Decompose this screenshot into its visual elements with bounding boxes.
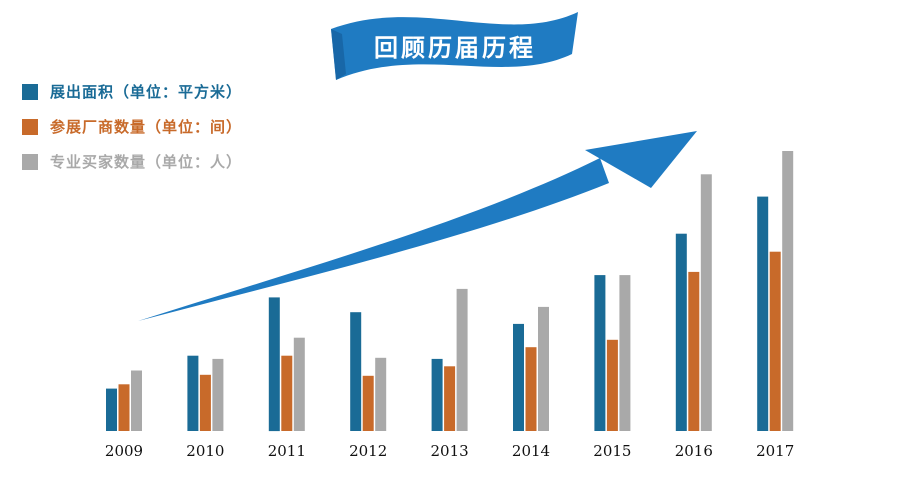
x-tick-label-2016: 2016: [675, 442, 713, 460]
legend-item-area: 展出面积（单位：平方米）: [22, 74, 242, 109]
bar-vendors-2013: [444, 366, 456, 431]
legend-label-buyers: 专业买家数量（单位：人）: [50, 153, 243, 171]
bars: [106, 151, 794, 432]
x-axis-tick-labels: 2009 2010 2011 2012 2013 2014 2015 2016 2017: [105, 442, 794, 460]
bar-vendors-2010: [199, 374, 211, 431]
bar-area-2009: [106, 388, 117, 431]
trend-arrow: [138, 131, 697, 321]
bar-vendors-2012: [362, 375, 374, 431]
bar-area-2017: [757, 196, 769, 431]
x-tick-label-2011: 2011: [268, 442, 306, 460]
bar-buyers-2014: [538, 306, 549, 431]
bar-area-2016: [675, 233, 687, 431]
bar-vendors-2009: [118, 384, 130, 431]
bar-vendors-2016: [688, 271, 700, 431]
bar-area-2014: [513, 323, 524, 431]
x-tick-label-2009: 2009: [105, 442, 143, 460]
x-tick-label-2010: 2010: [186, 442, 224, 460]
bar-vendors-2017: [769, 251, 781, 431]
trend-arrow-shaft: [138, 158, 609, 321]
x-tick-label-2013: 2013: [431, 442, 469, 460]
bar-buyers-2016: [700, 174, 712, 432]
x-tick-label-2017: 2017: [756, 442, 794, 460]
bar-buyers-2009: [131, 370, 142, 431]
bar-vendors-2011: [281, 355, 293, 431]
title-banner-ribbon-shade: [331, 29, 346, 80]
legend-label-vendors: 参展厂商数量（单位：间）: [50, 118, 243, 136]
bar-area-2010: [187, 355, 199, 431]
x-tick-label-2014: 2014: [512, 442, 550, 460]
bar-area-2015: [594, 275, 606, 431]
legend: 展出面积（单位：平方米） 参展厂商数量（单位：间） 专业买家数量（单位：人）: [22, 74, 242, 179]
bar-buyers-2013: [456, 288, 468, 431]
chart-title: 回顾历届历程: [374, 34, 536, 62]
bar-area-2012: [350, 312, 362, 431]
bar-buyers-2017: [782, 151, 794, 431]
x-tick-label-2012: 2012: [349, 442, 387, 460]
legend-label-area: 展出面积（单位：平方米）: [50, 83, 243, 101]
bar-buyers-2011: [293, 337, 305, 431]
bar-vendors-2015: [606, 339, 618, 431]
bar-buyers-2015: [619, 275, 631, 431]
bar-buyers-2010: [212, 358, 224, 431]
legend-swatch-buyers: [22, 153, 38, 170]
title-banner-ribbon: [331, 12, 578, 80]
bar-vendors-2014: [525, 347, 537, 431]
x-tick-label-2015: 2015: [593, 442, 631, 460]
legend-swatch-area: [22, 83, 38, 100]
bar-area-2013: [431, 358, 443, 431]
legend-swatch-vendors: [22, 118, 38, 135]
trend-arrow-head: [585, 131, 697, 188]
legend-item-vendors: 参展厂商数量（单位：间）: [22, 109, 242, 144]
legend-item-buyers: 专业买家数量（单位：人）: [22, 144, 242, 179]
bar-area-2011: [268, 297, 280, 432]
bar-buyers-2012: [375, 357, 387, 431]
